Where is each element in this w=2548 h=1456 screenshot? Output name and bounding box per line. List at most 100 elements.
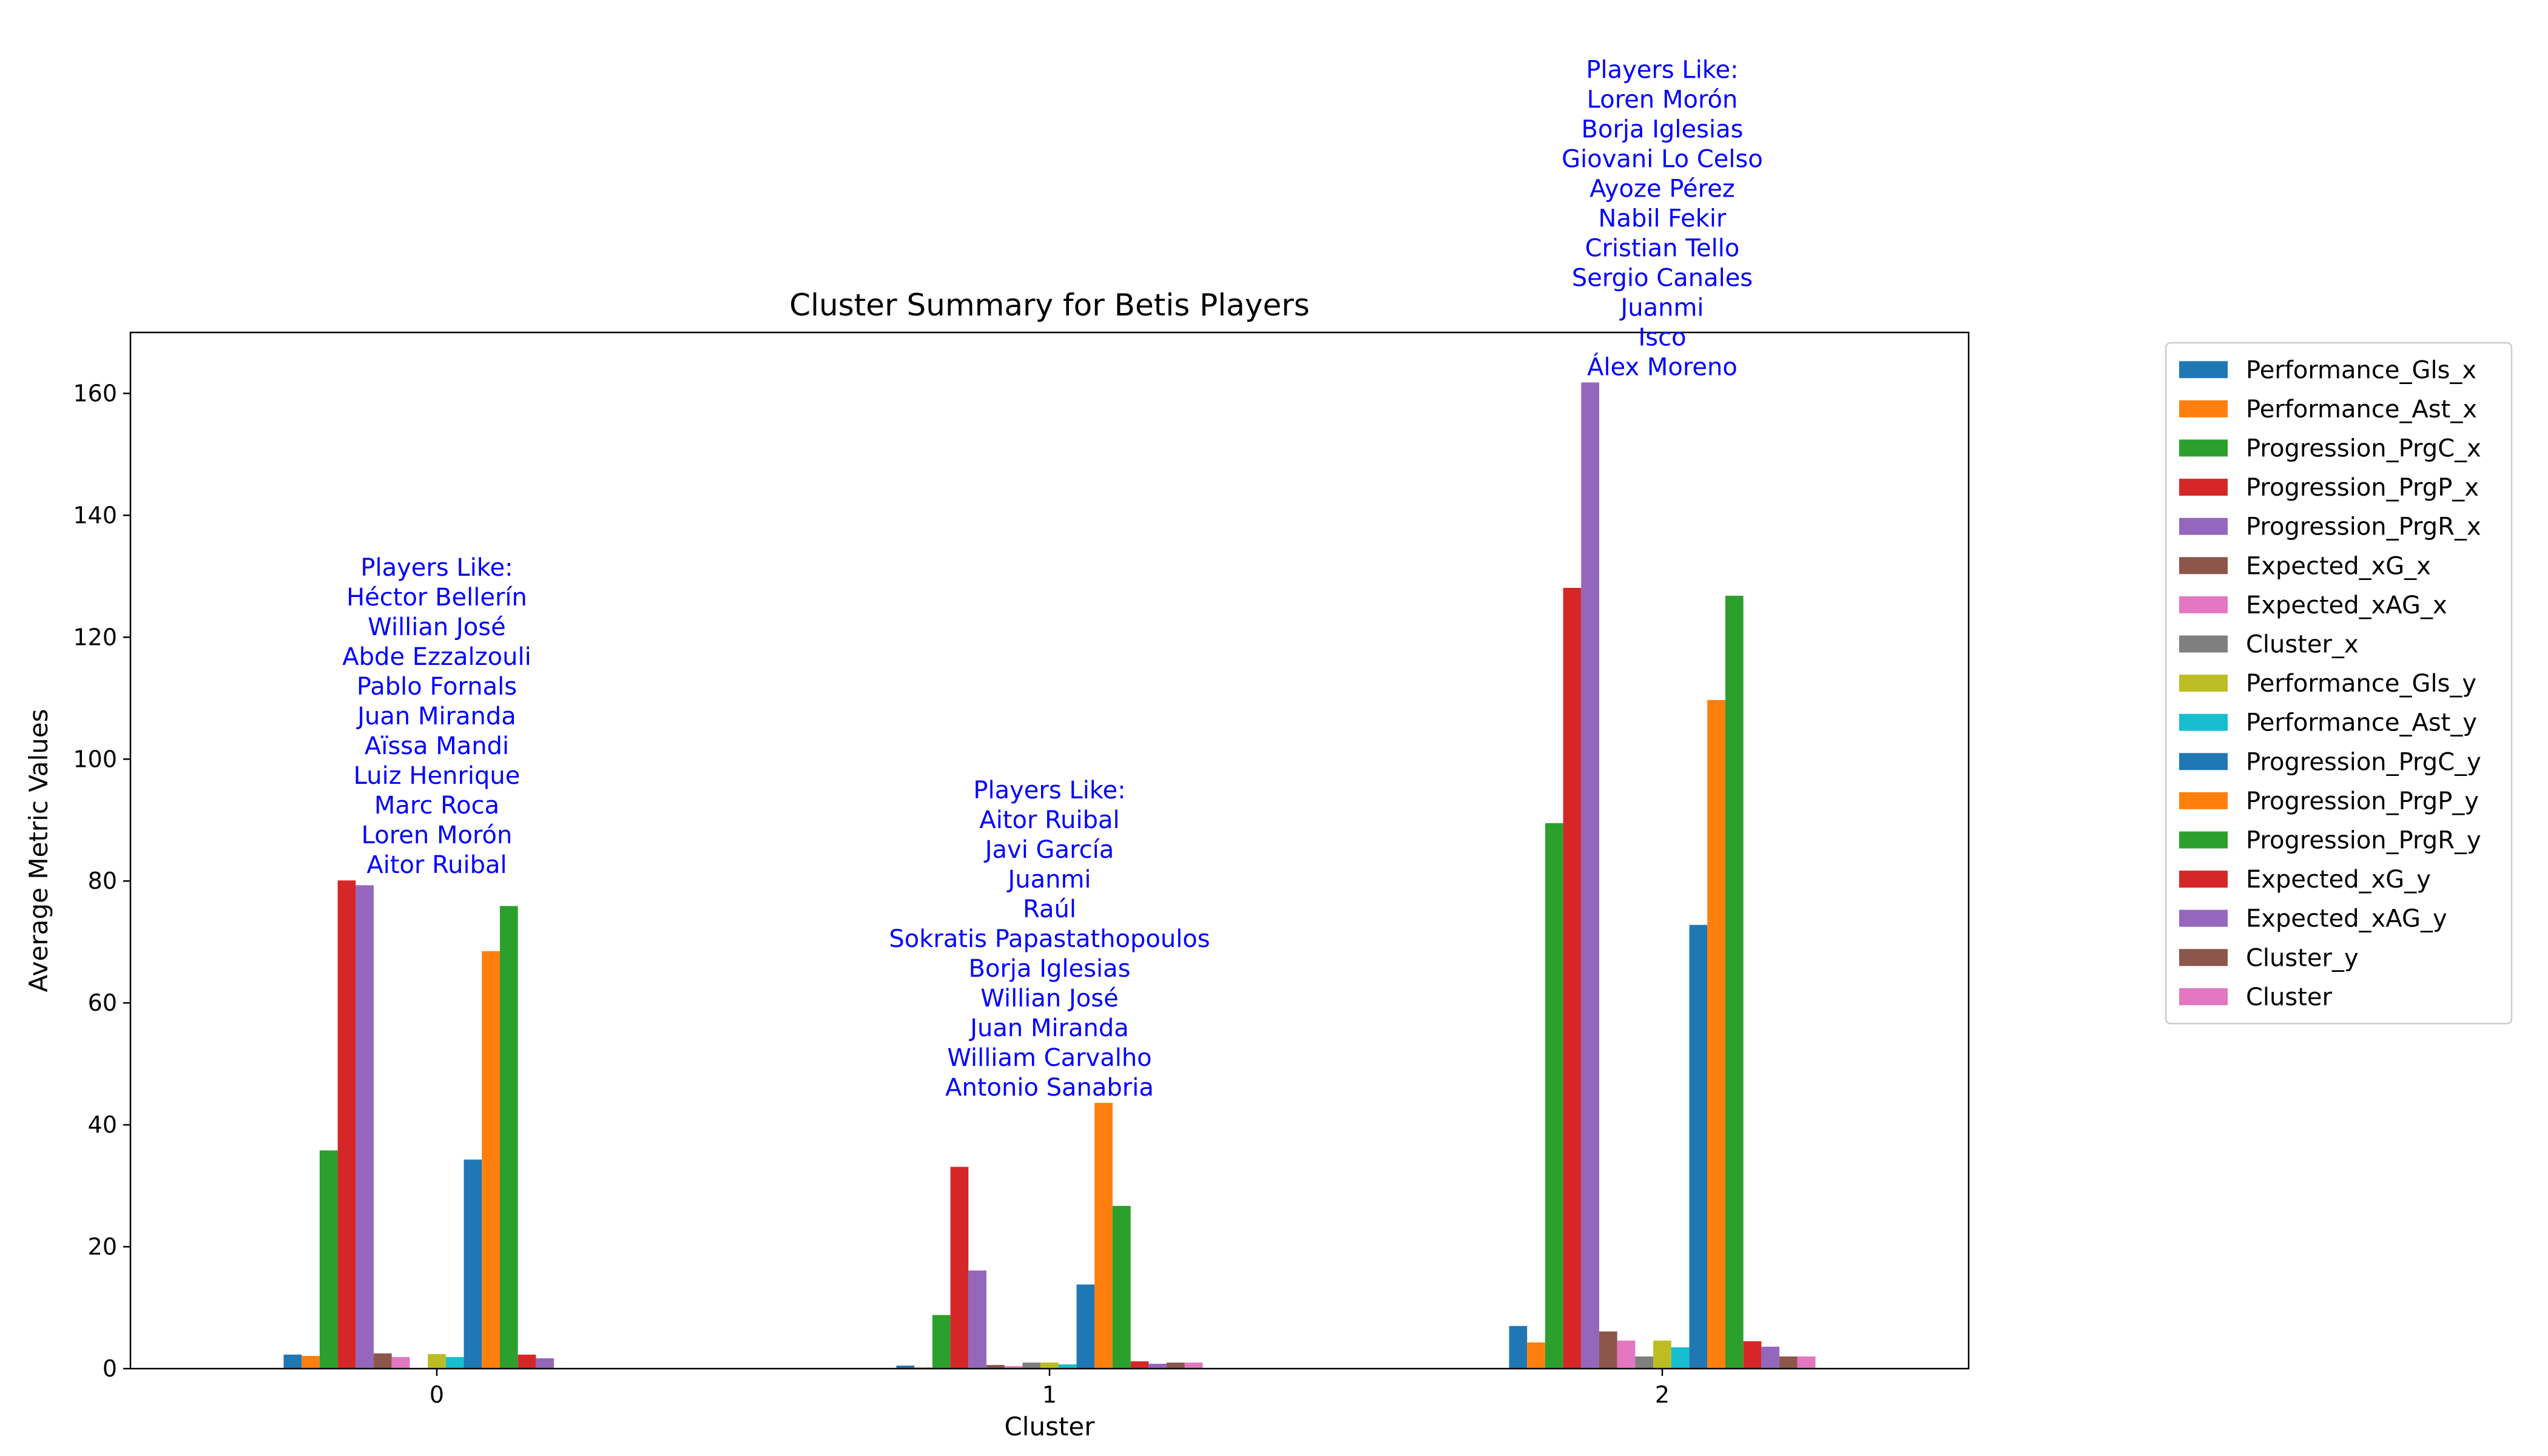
annotation-line: Marc Roca <box>374 792 499 820</box>
bar <box>1653 1340 1671 1369</box>
legend-entry: Cluster_x <box>2246 631 2359 659</box>
bar <box>968 1270 987 1369</box>
bar <box>1545 823 1563 1369</box>
x-tick-label: 1 <box>1042 1381 1057 1408</box>
legend-swatch <box>2179 361 2228 379</box>
bar <box>1779 1356 1798 1369</box>
bar <box>536 1358 554 1369</box>
bar <box>283 1354 302 1369</box>
annotation-line: Álex Moreno <box>1587 352 1737 381</box>
bar <box>1184 1362 1203 1369</box>
x-axis-label: Cluster <box>1004 1412 1095 1441</box>
bar <box>1797 1356 1816 1369</box>
legend-swatch <box>2179 400 2228 417</box>
bar <box>428 1353 446 1369</box>
y-tick-label: 120 <box>73 624 117 650</box>
legend-swatch <box>2179 792 2228 809</box>
bar <box>896 1365 915 1369</box>
bar <box>1040 1362 1059 1369</box>
bar <box>950 1167 969 1369</box>
bar <box>1022 1362 1041 1369</box>
y-axis: 0 20 40 60 80 100 120 140 160 <box>73 380 130 1382</box>
bar <box>374 1353 392 1369</box>
legend-entry: Progression_PrgR_y <box>2246 827 2481 855</box>
y-tick-label: 80 <box>88 868 117 894</box>
bar <box>1004 1366 1023 1369</box>
legend-entry: Expected_xG_y <box>2246 866 2431 894</box>
y-tick-label: 100 <box>73 746 117 772</box>
annotation-line: Isco <box>1638 323 1686 351</box>
annotation-line: Juan Miranda <box>968 1014 1129 1042</box>
legend-entry: Progression_PrgC_y <box>2246 748 2481 776</box>
bar <box>356 885 374 1369</box>
legend-swatch <box>2179 557 2228 575</box>
annotation-line: Antonio Sanabria <box>945 1074 1154 1102</box>
annotation-line: Giovani Lo Celso <box>1562 145 1763 173</box>
legend-frame <box>2165 342 2513 1025</box>
bar <box>1094 1102 1113 1369</box>
bar <box>1707 699 1725 1369</box>
bar <box>1509 1326 1528 1369</box>
legend-entry: Progression_PrgP_x <box>2246 474 2479 502</box>
legend-entry: Progression_PrgR_x <box>2246 513 2481 541</box>
annotation-line: Willian José <box>368 613 505 641</box>
legend-entry: Performance_Ast_x <box>2246 396 2477 423</box>
annotation-line: Juanmi <box>1619 294 1704 322</box>
annotation-line: Aïssa Mandi <box>365 732 509 760</box>
x-tick-label: 2 <box>1655 1381 1670 1408</box>
bar <box>1167 1362 1185 1369</box>
bar <box>1527 1342 1545 1369</box>
annotation-line: Raúl <box>1023 895 1076 923</box>
annotation-line: Players Like: <box>1586 56 1738 84</box>
bar <box>1581 382 1600 1369</box>
x-tick-label: 0 <box>430 1381 444 1408</box>
legend-swatch <box>2179 909 2228 927</box>
bar <box>1563 587 1582 1369</box>
annotation-line: Javi García <box>983 836 1114 864</box>
annotation-line: Borja Iglesias <box>1582 115 1744 143</box>
legend-swatch <box>2179 988 2228 1005</box>
annotation-line: Loren Morón <box>1587 86 1738 113</box>
annotation-line: Aitor Ruibal <box>366 851 507 879</box>
annotation-line: Loren Morón <box>362 821 513 849</box>
legend-entry: Performance_Gls_x <box>2246 356 2476 384</box>
legend-swatch <box>2179 831 2228 849</box>
bar <box>391 1357 410 1369</box>
bar <box>1689 925 1708 1369</box>
bar <box>986 1364 1005 1369</box>
bar <box>1671 1347 1690 1369</box>
bar <box>1058 1364 1077 1369</box>
legend-entry: Progression_PrgP_y <box>2246 787 2479 815</box>
bar <box>1761 1346 1780 1369</box>
legend-swatch <box>2179 871 2228 888</box>
y-tick-label: 140 <box>73 502 117 528</box>
y-axis-label: Average Metric Values <box>24 709 53 993</box>
bar <box>517 1354 536 1369</box>
bar <box>302 1355 320 1369</box>
legend-entry: Cluster_y <box>2246 944 2359 972</box>
bar <box>1635 1356 1654 1369</box>
annotation-line: Players Like: <box>360 554 513 582</box>
legend-swatch <box>2179 675 2228 692</box>
bar <box>1599 1331 1617 1369</box>
bar <box>499 906 518 1369</box>
annotation-line: William Carvalho <box>947 1044 1151 1072</box>
legend-swatch <box>2179 753 2228 770</box>
bar <box>445 1357 464 1369</box>
bar <box>1617 1340 1636 1369</box>
annotation-line: Aitor Ruibal <box>979 806 1119 834</box>
legend: Performance_Gls_x Performance_Ast_x Progre… <box>2165 342 2513 1025</box>
legend-entry: Expected_xAG_x <box>2246 592 2447 619</box>
legend-swatch <box>2179 635 2228 653</box>
legend-entry: Expected_xG_x <box>2246 552 2431 580</box>
annotation-line: Sergio Canales <box>1572 264 1753 292</box>
bar <box>337 880 356 1369</box>
bar <box>1725 596 1744 1369</box>
chart-title: Cluster Summary for Betis Players <box>789 288 1310 323</box>
legend-swatch <box>2179 479 2228 496</box>
bar <box>1130 1361 1149 1369</box>
annotation-line: Cristian Tello <box>1585 234 1740 262</box>
annotation-line: Juan Miranda <box>356 703 516 730</box>
